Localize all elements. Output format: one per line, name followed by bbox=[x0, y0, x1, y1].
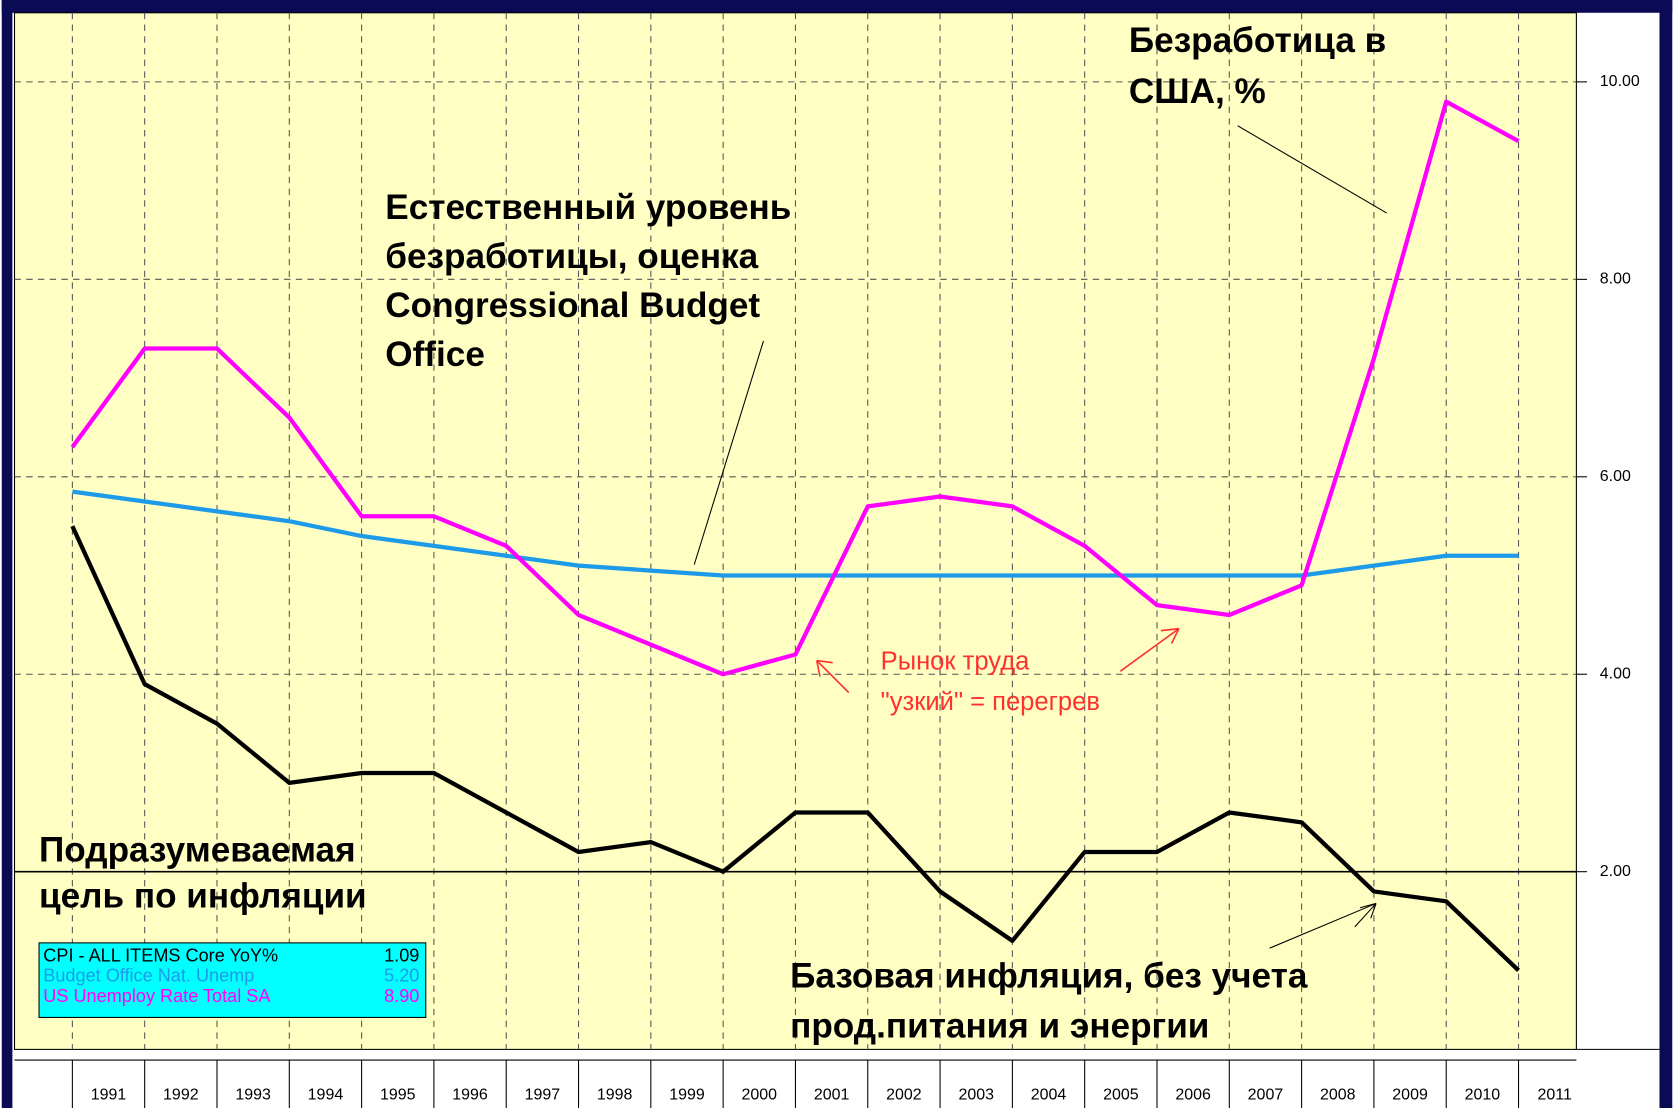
annotation: безработицы, оценка bbox=[385, 237, 758, 276]
y-tick-label: 8.00 bbox=[1600, 271, 1631, 288]
x-tick-label: 1992 bbox=[163, 1086, 199, 1103]
annotation: цель по инфляции bbox=[39, 876, 367, 915]
y-tick-label: 6.00 bbox=[1600, 468, 1631, 485]
legend bbox=[38, 942, 427, 1018]
arrow bbox=[1119, 627, 1180, 672]
x-tick-label: 2003 bbox=[958, 1086, 994, 1103]
x-tick-label: 1995 bbox=[380, 1086, 416, 1103]
x-tick-label: 1996 bbox=[452, 1086, 488, 1103]
x-tick-label: 2005 bbox=[1103, 1086, 1139, 1103]
x-tick-label: 1998 bbox=[597, 1086, 633, 1103]
pointer bbox=[693, 340, 764, 565]
annotation: Безработица в bbox=[1129, 21, 1386, 60]
pointer bbox=[1269, 902, 1377, 949]
annotation: Congressional Budget bbox=[385, 286, 760, 325]
y-tick-label: 10.00 bbox=[1600, 73, 1640, 90]
arrow bbox=[815, 659, 850, 694]
annotation: прод.питания и энергии bbox=[790, 1006, 1209, 1045]
annotation: Подразумеваемая bbox=[39, 831, 356, 870]
legend-label: US Unemploy Rate Total SA bbox=[43, 986, 271, 1006]
series-line bbox=[70, 525, 1520, 972]
legend-label: Budget Office Nat. Unemp bbox=[43, 966, 254, 986]
frame-right bbox=[1659, 0, 1673, 1108]
frame-top bbox=[1, 0, 1673, 13]
annotation: Рынок труда bbox=[881, 647, 1030, 675]
x-tick-label: 2011 bbox=[1538, 1086, 1572, 1103]
x-tick-label: 1994 bbox=[308, 1086, 344, 1103]
frame-left bbox=[1, 0, 13, 1108]
x-tick-label: 2000 bbox=[742, 1086, 778, 1103]
x-tick-label: 2007 bbox=[1248, 1086, 1284, 1103]
annotation: Office bbox=[385, 335, 485, 374]
annotation: Естественный уровень bbox=[385, 188, 791, 227]
legend-value: 5.20 bbox=[384, 966, 419, 986]
x-tick-label: 2002 bbox=[886, 1086, 922, 1103]
legend-value: 8.90 bbox=[384, 986, 419, 1006]
x-tick-label: 2009 bbox=[1392, 1086, 1428, 1103]
x-tick-label: 1997 bbox=[525, 1086, 561, 1103]
annotation: Базовая инфляция, без учета bbox=[790, 956, 1308, 995]
y-tick-label: 2.00 bbox=[1600, 863, 1631, 880]
y-tick-label: 4.00 bbox=[1600, 665, 1631, 682]
series-line bbox=[70, 99, 1520, 677]
x-tick-label: 2010 bbox=[1465, 1086, 1501, 1103]
series-line bbox=[72, 489, 1519, 578]
x-tick-label: 2006 bbox=[1175, 1086, 1211, 1103]
annotation: "узкий" = перегрев bbox=[881, 688, 1100, 716]
x-tick-label: 2001 bbox=[814, 1086, 850, 1103]
x-tick-label: 1991 bbox=[91, 1086, 127, 1103]
x-tick-label: 1999 bbox=[669, 1086, 705, 1103]
x-tick-label: 2004 bbox=[1031, 1086, 1067, 1103]
x-tick-label: 1993 bbox=[235, 1086, 271, 1103]
pointer bbox=[1237, 125, 1388, 214]
annotation: США, % bbox=[1129, 72, 1266, 111]
arrow bbox=[1354, 902, 1377, 928]
x-tick-label: 2008 bbox=[1320, 1086, 1356, 1103]
legend-label: CPI - ALL ITEMS Core YoY% bbox=[43, 945, 278, 965]
legend-value: 1.09 bbox=[384, 945, 419, 965]
